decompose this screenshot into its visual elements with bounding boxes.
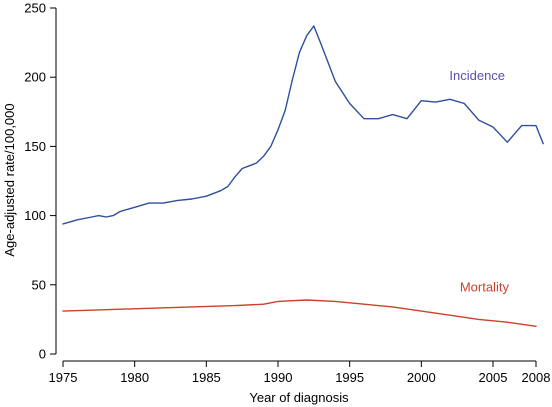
x-axis-title: Year of diagnosis: [249, 390, 349, 405]
series-group: [62, 25, 544, 327]
y-tick-label: 0: [39, 347, 46, 362]
axes: 0 50 100 150 200 250 1975 1980 1985 1990 1995 2000…: [24, 1, 550, 386]
incidence-label: Incidence: [449, 68, 505, 83]
x-tick-label: 2005: [479, 370, 508, 385]
y-axis-title: Age-adjusted rate/100,000: [2, 103, 17, 256]
x-tick-label: 1990: [264, 370, 293, 385]
incidence-line: [62, 25, 544, 225]
y-tick-label: 50: [32, 277, 46, 292]
x-ticks: 1975 1980 1985 1990 1995 2000 2005 2008: [49, 361, 551, 385]
y-tick-label: 250: [24, 1, 46, 16]
x-tick-label: 2000: [407, 370, 436, 385]
x-tick-label: 1980: [120, 370, 149, 385]
mortality-line: [62, 299, 537, 327]
y-ticks: 0 50 100 150 200 250: [24, 1, 56, 362]
x-tick-label: 1985: [192, 370, 221, 385]
x-tick-label: 1995: [335, 370, 364, 385]
y-tick-label: 150: [24, 139, 46, 154]
annotations: Incidence Mortality: [449, 68, 509, 295]
y-tick-label: 100: [24, 208, 46, 223]
mortality-label: Mortality: [460, 280, 510, 295]
y-tick-label: 200: [24, 70, 46, 85]
x-tick-label: 2008: [522, 370, 551, 385]
x-tick-label: 1975: [49, 370, 78, 385]
